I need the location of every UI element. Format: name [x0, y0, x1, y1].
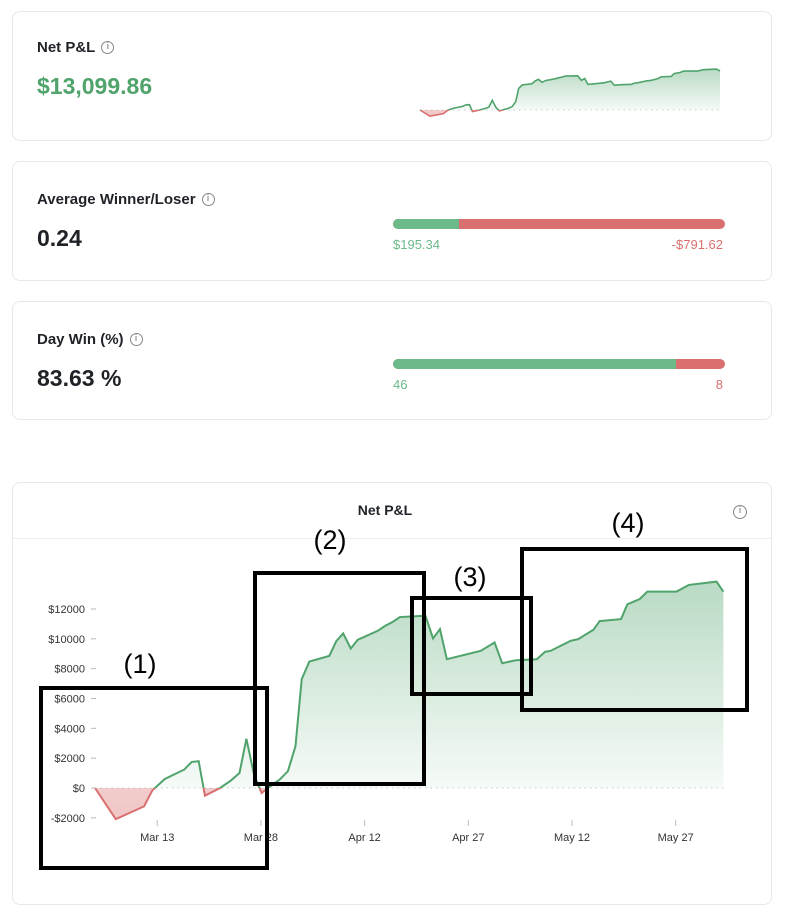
y-tick-label: -$2000: [51, 813, 85, 825]
pnl-line-negative: [94, 788, 270, 821]
avg-winner-loser-label: Average Winner/Loser i: [37, 191, 215, 208]
day-win-bar: [393, 359, 725, 369]
x-tick-label: May 27: [658, 832, 694, 844]
net-pnl-value: $13,099.86: [37, 73, 153, 99]
pnl-line-positive: [420, 68, 721, 110]
avg-winner-loser-value: 0.24: [37, 225, 82, 251]
y-tick-label: $2000: [54, 753, 85, 765]
day-win-value: 83.63 %: [37, 365, 122, 391]
winner-loser-bar: [393, 219, 725, 229]
net-pnl-label: Net P&L i: [37, 39, 115, 56]
x-tick-label: Apr 12: [348, 832, 380, 844]
day-win-card: Day Win (%) i 83.63 % 46 8: [12, 301, 772, 420]
annotation-label: (1): [124, 649, 157, 679]
annotation-label: (3): [454, 562, 487, 592]
x-tick-label: Mar 13: [140, 832, 174, 844]
x-tick-label: Apr 27: [452, 832, 484, 844]
annotation-label: (2): [314, 525, 347, 555]
annotation-box: [39, 686, 269, 870]
net-pnl-sparkline: [419, 68, 721, 118]
pnl-line-negative: [419, 110, 506, 118]
y-tick-label: $0: [73, 783, 85, 795]
y-tick-label: $12000: [48, 604, 85, 616]
y-tick-label: $4000: [54, 723, 85, 735]
pnl-line-positive: [95, 580, 725, 788]
positive-area: [95, 581, 724, 788]
annotation-box: [253, 571, 426, 786]
avg-loser-amount: -$791.62: [671, 237, 723, 252]
annotation-label: (4): [612, 508, 645, 538]
info-icon[interactable]: i: [129, 333, 143, 346]
wins-fill: [393, 359, 676, 369]
positive-area: [420, 69, 720, 110]
y-tick-label: $8000: [54, 664, 85, 676]
info-icon[interactable]: i: [201, 193, 215, 206]
y-tick-label: $6000: [54, 693, 85, 705]
winning-days-count: 46: [393, 377, 408, 392]
chart-header-divider: [13, 538, 771, 539]
x-tick-label: Mar 28: [244, 832, 278, 844]
day-win-label: Day Win (%) i: [37, 331, 143, 348]
chart-title: Net P&L: [357, 502, 413, 518]
info-icon[interactable]: i: [733, 505, 747, 519]
y-tick-label: $10000: [48, 634, 85, 646]
avg-winner-amount: $195.34: [393, 237, 440, 252]
annotation-box: [520, 547, 749, 712]
winner-fill: [393, 219, 459, 229]
net-pnl-card: Net P&L i $13,099.86: [12, 11, 772, 141]
info-icon[interactable]: i: [101, 41, 115, 54]
annotation-box: [410, 596, 533, 696]
x-tick-label: May 12: [554, 832, 590, 844]
losing-days-count: 8: [715, 377, 723, 392]
avg-winner-loser-card: Average Winner/Loser i 0.24 $195.34 -$791…: [12, 161, 772, 281]
